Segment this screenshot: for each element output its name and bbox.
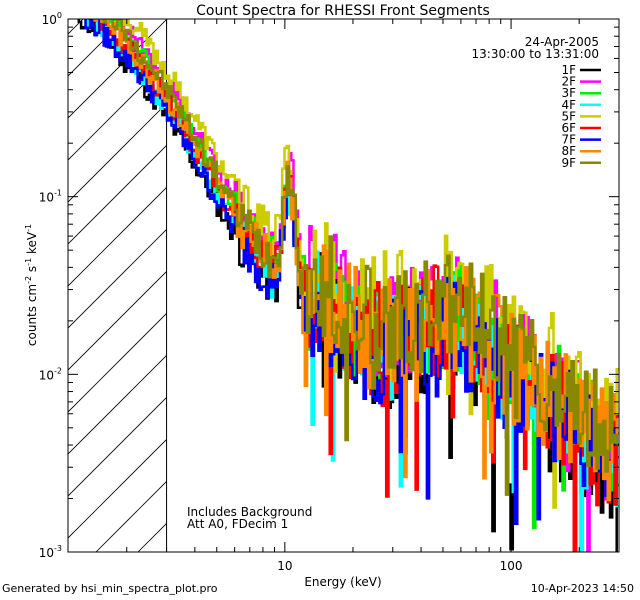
- plot-frame: [67, 18, 620, 553]
- x-tick-label: 100: [500, 559, 523, 573]
- legend-label-9F: 9F: [561, 156, 576, 170]
- x-axis-label: Energy (keV): [304, 575, 381, 589]
- time-range-label: 13:30:00 to 13:31:00: [472, 47, 599, 61]
- date-label: 24-Apr-2005: [525, 35, 599, 49]
- y-tick-label: 10-3: [39, 544, 62, 560]
- legend-label-1F: 1F: [561, 63, 576, 77]
- hatched-region: [68, 19, 167, 552]
- legend-label-2F: 2F: [561, 75, 576, 89]
- legend-label-6F: 6F: [561, 121, 576, 135]
- y-axis-label: counts cm-2 s-1 keV-1: [24, 224, 39, 346]
- legend-label-7F: 7F: [561, 133, 576, 147]
- note-background: Includes Background: [187, 505, 312, 519]
- legend-label-3F: 3F: [561, 86, 576, 100]
- series-9F-line: [102, 19, 619, 496]
- note-attenuator: Att A0, FDecim 1: [187, 517, 288, 531]
- legend-label-8F: 8F: [561, 144, 576, 158]
- y-tick-label: 100: [42, 11, 62, 27]
- x-tick-label: 10: [277, 559, 292, 573]
- footer-timestamp: 10-Apr-2023 14:50: [530, 582, 634, 595]
- chart-title: Count Spectra for RHESSI Front Segments: [196, 3, 490, 19]
- legend-label-4F: 4F: [561, 98, 576, 112]
- footer-generated-by: Generated by hsi_min_spectra_plot.pro: [2, 582, 218, 595]
- y-tick-label: 10-1: [39, 189, 62, 205]
- y-tick-label: 10-2: [39, 366, 62, 382]
- legend-label-5F: 5F: [561, 109, 576, 123]
